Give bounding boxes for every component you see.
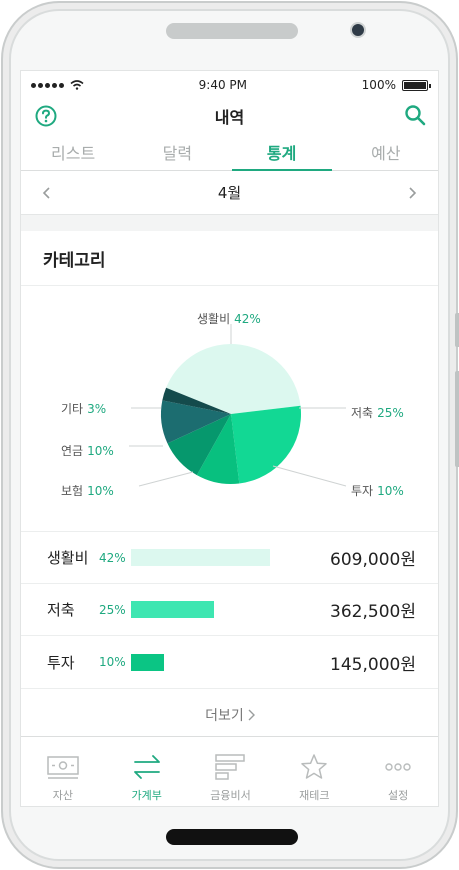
category-pct: 25% <box>99 602 126 617</box>
app-header: 내역 <box>21 99 438 133</box>
category-bar <box>131 601 214 618</box>
pie-label-pension: 연금 10% <box>61 442 114 459</box>
tabbar-finance-assistant[interactable]: 금융비서 <box>189 737 273 806</box>
category-row-savings[interactable]: 저축 25% 362,500원 <box>21 584 438 636</box>
pie-label-invest: 투자 10% <box>351 482 404 499</box>
tab-calendar[interactable]: 달력 <box>162 143 193 163</box>
pie-slice-pension[interactable] <box>160 400 231 444</box>
page-title: 내역 <box>214 108 245 127</box>
category-pie-chart: 생활비 42% 저축 25% 투자 10% 보험 10% 연금 10% 기타 3% <box>21 286 438 532</box>
month-label: 4월 <box>217 184 242 202</box>
side-button <box>455 313 459 347</box>
pie-slice-insurance[interactable] <box>167 414 231 476</box>
view-tabs: 리스트 달력 통계 예산 <box>21 133 438 171</box>
pie-slice-invest[interactable] <box>196 414 240 485</box>
category-pct: 42% <box>99 550 126 565</box>
side-button <box>455 371 459 467</box>
transfer-arrows-icon <box>133 755 160 779</box>
category-name: 생활비 <box>47 549 89 567</box>
bill-icon <box>47 756 79 779</box>
pie-label-pct: 10% <box>377 484 404 498</box>
month-selector: 4월 <box>21 171 438 215</box>
chevron-right-icon <box>248 709 255 720</box>
search-icon[interactable] <box>404 104 426 126</box>
pie-leader-line-insurance <box>138 471 194 487</box>
tabbar-label: 가계부 <box>131 789 162 802</box>
more-button[interactable]: 더보기 <box>21 688 438 740</box>
category-amount: 362,500원 <box>330 602 416 622</box>
signal-icon <box>31 80 84 90</box>
tab-statistics[interactable]: 통계 <box>230 133 334 171</box>
pie-label-name: 연금 <box>61 444 84 458</box>
category-amount: 609,000원 <box>330 550 416 570</box>
category-title: 카테고리 <box>21 231 438 286</box>
category-row-invest[interactable]: 투자 10% 145,000원 <box>21 636 438 688</box>
pie-label-living: 생활비 42% <box>197 310 261 327</box>
pie-label-name: 보험 <box>61 484 84 498</box>
category-row-living[interactable]: 생활비 42% 609,000원 <box>21 532 438 584</box>
battery-icon <box>401 79 431 91</box>
tabbar-ledger[interactable]: 가계부 <box>105 737 189 806</box>
pie-leader-line-invest <box>272 465 347 487</box>
category-name: 저축 <box>47 601 75 619</box>
chevron-right-icon[interactable] <box>406 186 418 199</box>
category-name: 투자 <box>47 653 75 672</box>
more-dots-icon <box>385 763 411 771</box>
pie-svg <box>129 324 347 487</box>
category-pct: 10% <box>99 655 126 669</box>
category-card: 카테고리 생활비 42% 저축 25% 투자 10% 보험 10% 연금 10% 기타 3% <box>21 231 438 740</box>
pie-label-pct: 10% <box>87 484 114 498</box>
pie-label-name: 생활비 <box>197 312 231 326</box>
status-bar: 9:40 PM 100% <box>21 71 438 99</box>
home-bar[interactable] <box>166 829 298 845</box>
question-circle-icon[interactable] <box>35 105 57 127</box>
tabbar-label: 설정 <box>387 789 409 802</box>
status-time: 9:40 PM <box>198 78 248 92</box>
pie-label-name: 저축 <box>351 406 374 420</box>
speaker <box>166 23 298 39</box>
more-label: 더보기 <box>205 707 244 724</box>
pie-label-savings: 저축 25% <box>351 404 404 421</box>
pie-label-name: 투자 <box>351 484 374 498</box>
bottom-tab-bar: 자산 가계부 금융비서 재테크 <box>21 736 438 806</box>
category-list: 생활비 42% 609,000원 저축 25% 362,500원 투자 10% … <box>21 532 438 688</box>
category-bar <box>131 549 270 566</box>
pie-label-name: 기타 <box>61 402 84 416</box>
camera <box>350 22 366 38</box>
wifi-icon <box>70 80 84 90</box>
pie-label-etc: 기타 3% <box>61 400 106 417</box>
pie-slice-living[interactable] <box>166 344 301 414</box>
tabbar-label: 재테크 <box>299 789 330 802</box>
tabbar-label: 금융비서 <box>210 789 251 802</box>
tabbar-assets[interactable]: 자산 <box>21 737 105 806</box>
star-icon <box>301 754 328 779</box>
tabbar-label: 자산 <box>52 789 74 802</box>
pie-label-pct: 25% <box>377 406 404 420</box>
tab-list[interactable]: 리스트 <box>51 143 96 163</box>
tab-budget[interactable]: 예산 <box>371 143 401 163</box>
pie-label-pct: 3% <box>87 402 107 416</box>
tabbar-investing[interactable]: 재테크 <box>272 737 356 806</box>
pie-label-pct: 10% <box>87 444 114 458</box>
category-amount: 145,000원 <box>330 654 416 675</box>
category-bar <box>131 653 165 671</box>
tabbar-settings[interactable]: 설정 <box>356 737 438 806</box>
pie-label-pct: 42% <box>234 312 261 326</box>
pie-slice-savings[interactable] <box>231 405 302 484</box>
bars-icon <box>215 754 246 780</box>
battery-percent: 100% <box>361 78 396 92</box>
chevron-left-icon[interactable] <box>41 186 53 199</box>
pie-label-insurance: 보험 10% <box>61 482 114 499</box>
pie-slice-etc[interactable] <box>162 387 231 414</box>
app-screen: 9:40 PM 100% 내역 리스트 달력 통계 예산 4월 <box>20 70 439 807</box>
